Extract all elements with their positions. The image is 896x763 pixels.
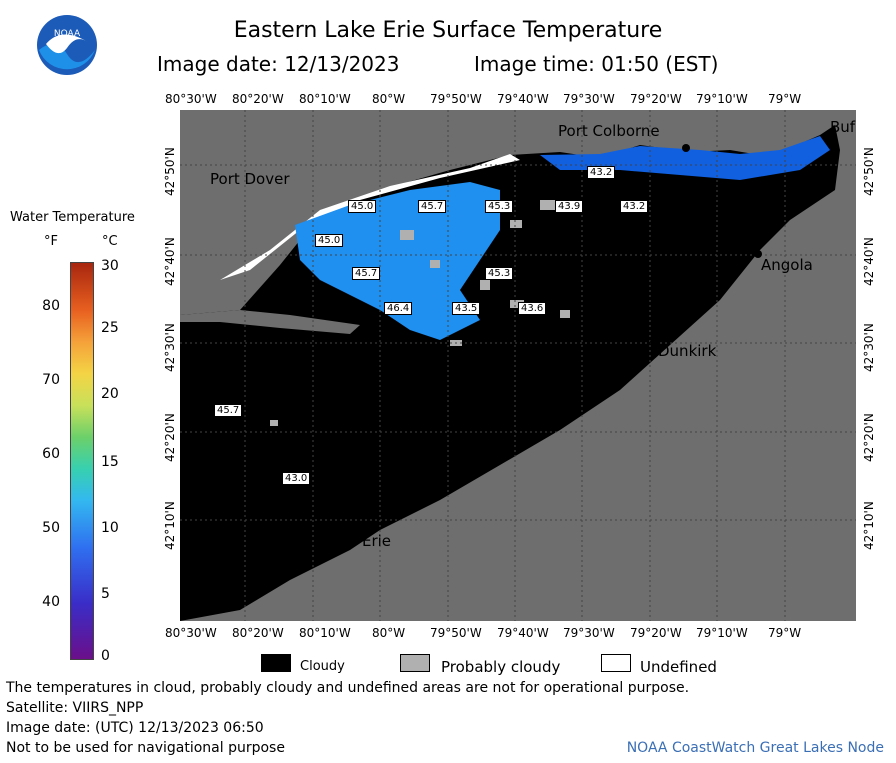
f-tick: 50 bbox=[42, 520, 60, 536]
lon-label-top: 79°30'W bbox=[563, 92, 615, 106]
legend-title: Water Temperature bbox=[10, 210, 135, 225]
footer-nav: Not to be used for navigational purpose bbox=[6, 740, 285, 756]
temp-label: 43.0 bbox=[282, 472, 311, 485]
temp-label: 45.3 bbox=[485, 200, 514, 213]
dunkirk-dot bbox=[650, 338, 658, 346]
lon-label-top: 79°20'W bbox=[630, 92, 682, 106]
city-buffalo: Buf bbox=[830, 118, 856, 136]
temp-label: 45.3 bbox=[485, 267, 514, 280]
c-tick: 15 bbox=[101, 454, 119, 470]
legend-unit-f: °F bbox=[44, 234, 58, 249]
f-tick: 70 bbox=[42, 372, 60, 388]
temp-label: 45.7 bbox=[418, 200, 447, 213]
c-tick: 25 bbox=[101, 320, 119, 336]
temp-label: 43.2 bbox=[587, 166, 616, 179]
city-erie: Erie bbox=[362, 532, 392, 550]
lon-label-top: 80°20'W bbox=[232, 92, 284, 106]
lon-label-bottom: 79°20'W bbox=[630, 626, 682, 640]
footer-utc: Image date: (UTC) 12/13/2023 06:50 bbox=[6, 720, 264, 736]
footer-note: The temperatures in cloud, probably clou… bbox=[6, 680, 690, 696]
temp-label: 43.6 bbox=[518, 302, 547, 315]
lat-label-left: 42°20'N bbox=[163, 413, 177, 462]
f-tick: 60 bbox=[42, 446, 60, 462]
legend-unit-c: °C bbox=[102, 234, 118, 249]
noaa-logo: NOAA bbox=[36, 14, 98, 76]
erie-dot bbox=[354, 526, 362, 534]
lon-label-top: 80°10'W bbox=[299, 92, 351, 106]
lon-label-top: 79°W bbox=[768, 92, 802, 106]
graticule bbox=[180, 110, 856, 621]
lon-label-bottom: 79°40'W bbox=[497, 626, 549, 640]
angola-dot bbox=[754, 250, 762, 258]
lon-label-bottom: 80°W bbox=[372, 626, 406, 640]
lake-map: Port Dover Port Colborne Angola Dunkirk … bbox=[180, 110, 856, 621]
lat-label-right: 42°20'N bbox=[862, 413, 876, 462]
city-dunkirk: Dunkirk bbox=[658, 342, 717, 360]
temp-label: 43.2 bbox=[620, 200, 649, 213]
undefined-swatch bbox=[601, 654, 631, 672]
temp-label: 45.0 bbox=[315, 234, 344, 247]
lat-label-left: 42°30'N bbox=[163, 323, 177, 372]
lon-label-bottom: 80°30'W bbox=[165, 626, 217, 640]
c-tick: 10 bbox=[101, 520, 119, 536]
lon-label-top: 79°40'W bbox=[497, 92, 549, 106]
f-tick: 40 bbox=[42, 594, 60, 610]
c-tick: 0 bbox=[101, 648, 110, 664]
lat-label-left: 42°10'N bbox=[163, 501, 177, 550]
temp-label: 43.5 bbox=[452, 302, 481, 315]
c-tick: 30 bbox=[101, 258, 119, 274]
probably-cloudy-label: Probably cloudy bbox=[441, 658, 561, 676]
f-tick: 80 bbox=[42, 298, 60, 314]
footer-credit: NOAA CoastWatch Great Lakes Node bbox=[626, 740, 884, 756]
undefined-label: Undefined bbox=[640, 658, 717, 676]
temp-label: 46.4 bbox=[384, 302, 413, 315]
lon-label-top: 79°50'W bbox=[430, 92, 482, 106]
undefined-shore bbox=[220, 154, 520, 280]
image-time: Image time: 01:50 (EST) bbox=[474, 52, 719, 76]
lat-label-right: 42°30'N bbox=[862, 323, 876, 372]
lon-label-bottom: 79°W bbox=[768, 626, 802, 640]
temp-label: 45.0 bbox=[348, 200, 377, 213]
c-tick: 5 bbox=[101, 586, 110, 602]
temp-label: 45.7 bbox=[352, 267, 381, 280]
temp-label: 45.7 bbox=[214, 404, 243, 417]
cloudy-swatch bbox=[261, 654, 291, 672]
lat-label-left: 42°50'N bbox=[163, 147, 177, 196]
probably-cloudy-swatch bbox=[400, 654, 430, 672]
lon-label-bottom: 79°10'W bbox=[696, 626, 748, 640]
lon-label-bottom: 80°20'W bbox=[232, 626, 284, 640]
lon-label-bottom: 80°10'W bbox=[299, 626, 351, 640]
lat-label-right: 42°10'N bbox=[862, 501, 876, 550]
lon-label-top: 80°30'W bbox=[165, 92, 217, 106]
color-scale-bar bbox=[70, 262, 94, 660]
page-title: Eastern Lake Erie Surface Temperature bbox=[233, 18, 663, 43]
lon-label-top: 80°W bbox=[372, 92, 406, 106]
warm-water bbox=[295, 182, 500, 340]
city-port-dover: Port Dover bbox=[210, 170, 290, 188]
temp-label: 43.9 bbox=[555, 200, 584, 213]
lat-label-left: 42°40'N bbox=[163, 237, 177, 286]
port-colborne-dot bbox=[682, 144, 690, 152]
buffalo-dot bbox=[826, 138, 834, 146]
city-port-colborne: Port Colborne bbox=[558, 122, 660, 140]
image-date: Image date: 12/13/2023 bbox=[157, 52, 400, 76]
footer-satellite: Satellite: VIIRS_NPP bbox=[6, 700, 144, 716]
lat-label-right: 42°50'N bbox=[862, 147, 876, 196]
cloudy-label: Cloudy bbox=[300, 659, 345, 674]
city-angola: Angola bbox=[761, 256, 813, 274]
c-tick: 20 bbox=[101, 386, 119, 402]
logo-text: NOAA bbox=[54, 29, 81, 39]
lat-label-right: 42°40'N bbox=[862, 237, 876, 286]
lon-label-top: 79°10'W bbox=[696, 92, 748, 106]
lon-label-bottom: 79°50'W bbox=[430, 626, 482, 640]
lon-label-bottom: 79°30'W bbox=[563, 626, 615, 640]
long-point bbox=[180, 310, 360, 334]
